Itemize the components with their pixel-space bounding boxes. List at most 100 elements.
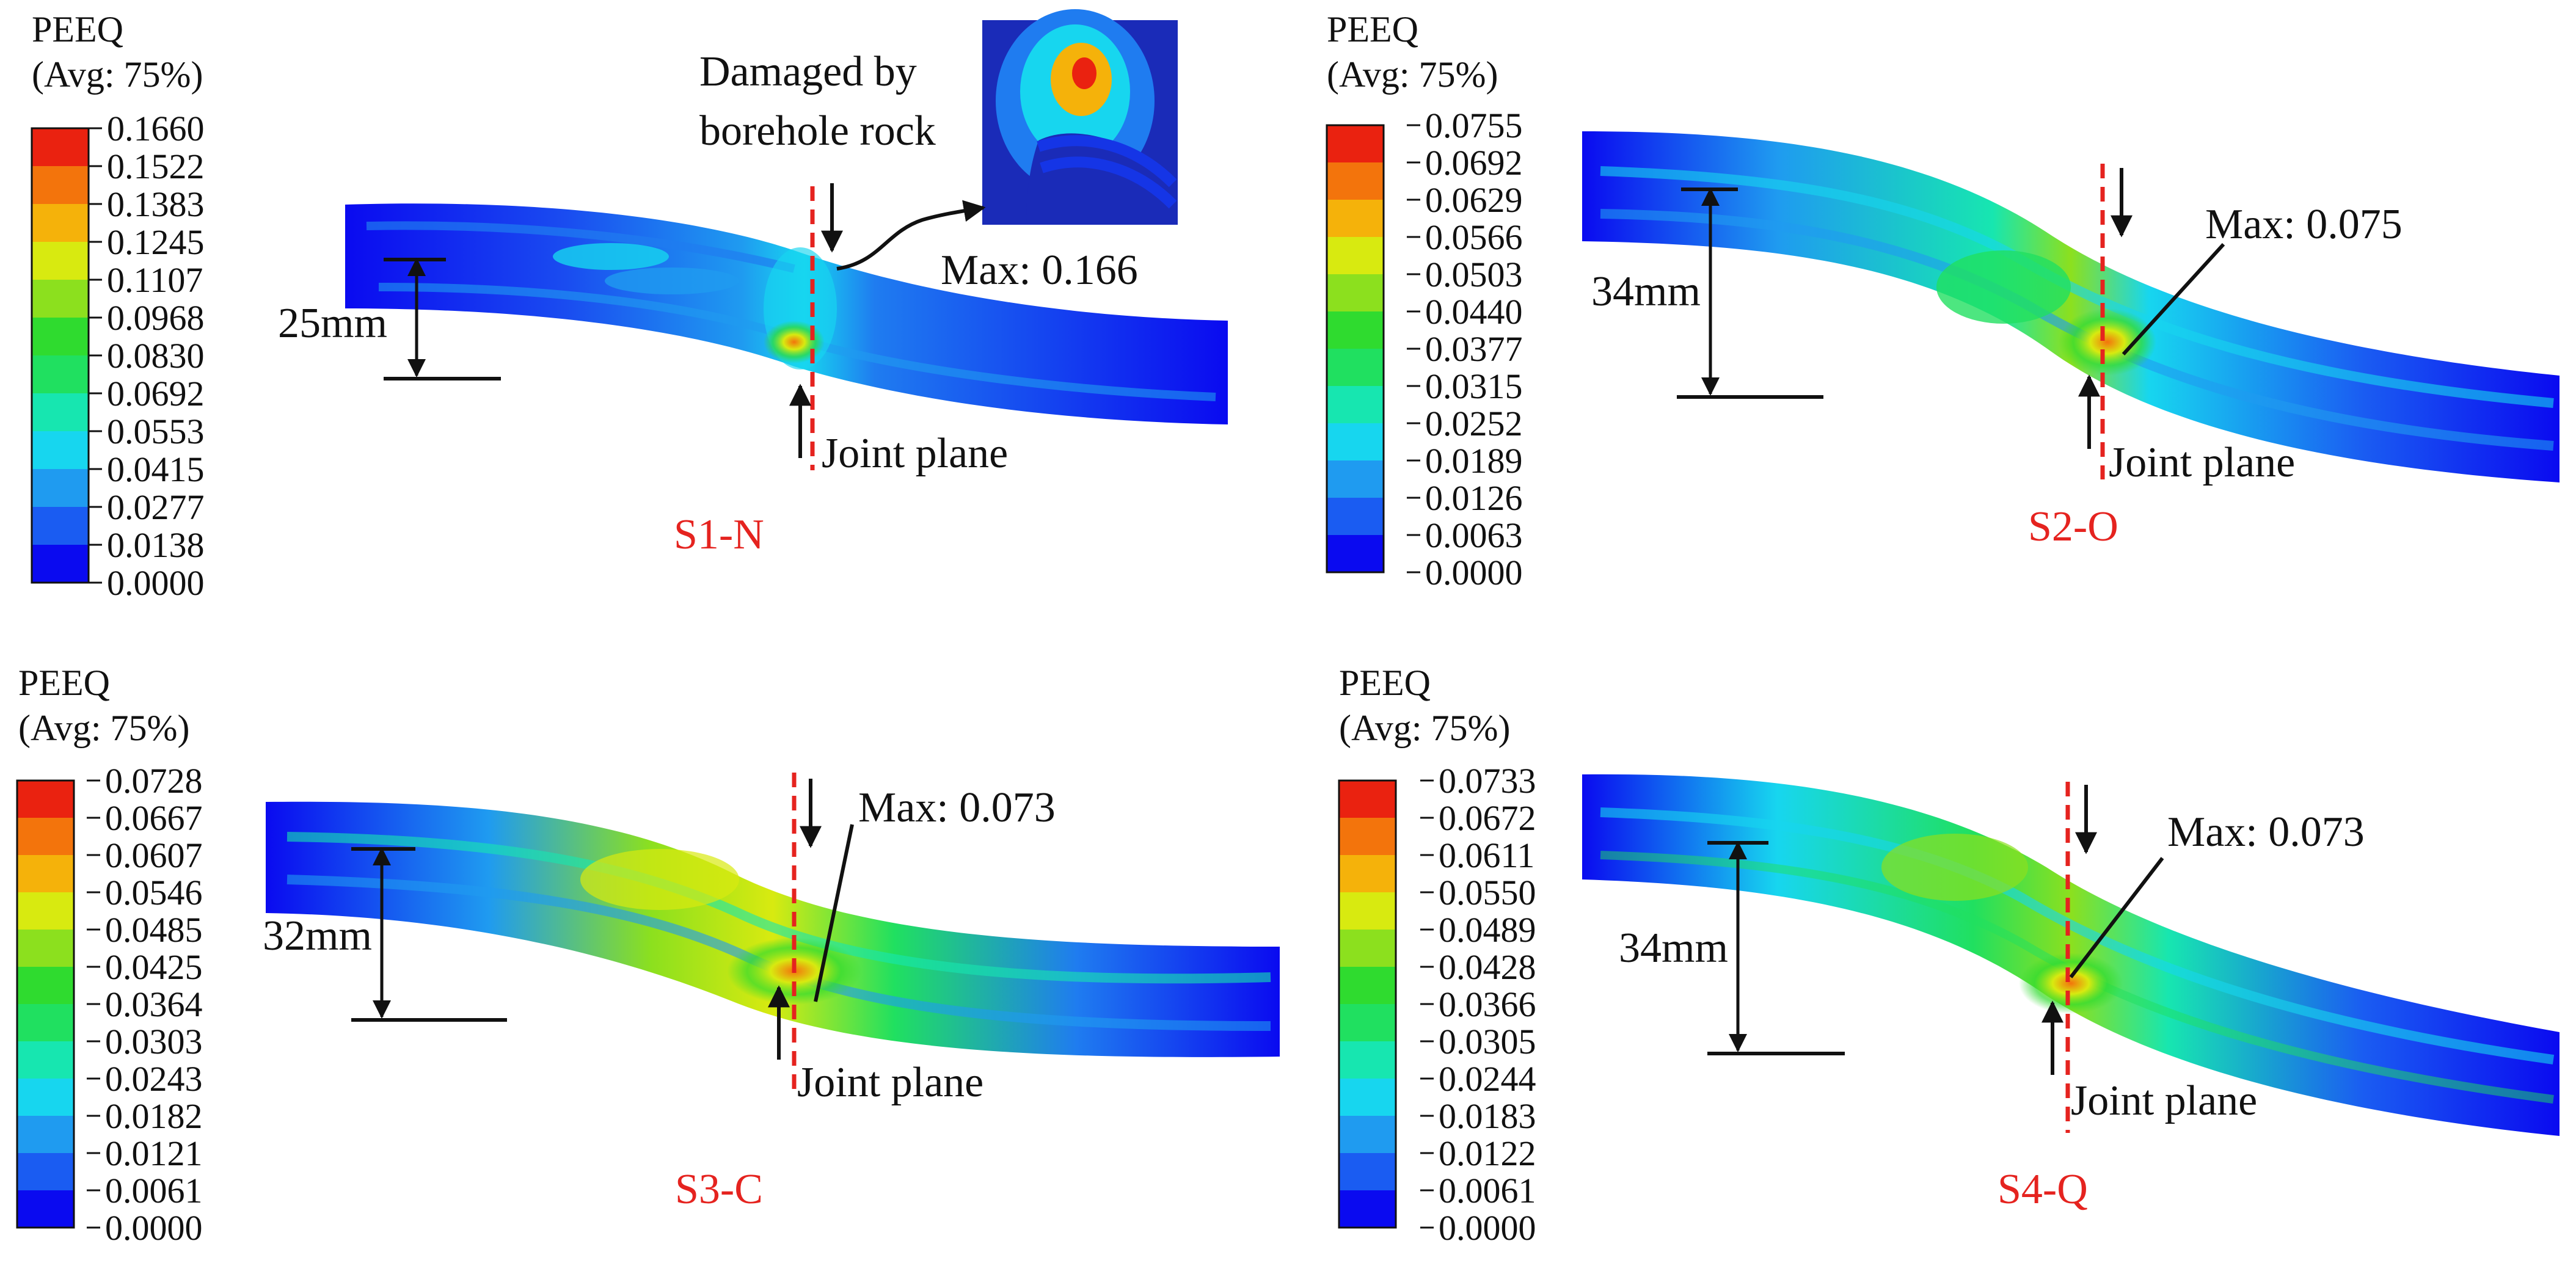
legend-subtitle: (Avg: 75%) (32, 54, 203, 95)
legend-swatch (32, 318, 89, 355)
legend-tick-label: 0.0366 (1439, 985, 1536, 1024)
displacement-label: 25mm (278, 300, 387, 347)
legend-tick-label: 0.0968 (107, 298, 205, 338)
legend-swatch (1339, 1116, 1396, 1153)
legend-swatch (1327, 162, 1384, 200)
legend-swatch (17, 1116, 74, 1153)
panel-s1-n: PEEQ (Avg: 75%) 0.16600.15220.13830.1245… (31, 9, 1228, 603)
legend-tick-label: 0.0415 (107, 450, 205, 489)
displacement-label: 34mm (1619, 925, 1728, 972)
legend-color-bar (1326, 124, 1385, 573)
legend-swatch (17, 781, 74, 818)
legend-tick-labels: 0.07280.06670.06070.05460.04850.04250.03… (87, 761, 203, 1248)
legend-tick-label: 0.0063 (1425, 515, 1523, 555)
bolt-body (345, 203, 1228, 424)
legend-tick-label: 0.0728 (105, 761, 203, 801)
legend-tick-label: 0.0126 (1425, 478, 1523, 518)
legend-swatch (17, 1004, 74, 1041)
legend-tick-label: 0.0550 (1439, 873, 1536, 912)
legend-color-bar (31, 127, 90, 584)
legend-swatch (32, 355, 89, 393)
legend-swatch (1339, 892, 1396, 930)
legend-swatch (1327, 274, 1384, 311)
legend-tick-labels: 0.07550.06920.06290.05660.05030.04400.03… (1407, 106, 1523, 592)
panel-label: S2-O (2028, 503, 2118, 550)
legend-color-bar (16, 779, 75, 1229)
legend-swatch (32, 393, 89, 431)
legend-tick-label: 0.0000 (1439, 1208, 1536, 1248)
legend-swatch (17, 1190, 74, 1228)
legend-tick-label: 0.0755 (1425, 106, 1523, 145)
damage-note-line1: Damaged by (699, 48, 917, 95)
legend-tick-label: 0.0189 (1425, 441, 1523, 481)
legend-tick-label: 0.0183 (1439, 1096, 1536, 1136)
legend-swatch (1327, 498, 1384, 535)
legend-swatch (32, 242, 89, 280)
panel-s4-q: PEEQ (Avg: 75%) 0.07330.06720.06110.0550… (1338, 663, 2560, 1248)
legend-color-bar (1338, 779, 1397, 1229)
legend-subtitle: (Avg: 75%) (1327, 54, 1498, 95)
max-value-label: Max: 0.166 (941, 247, 1138, 294)
legend-tick-label: 0.1522 (107, 147, 205, 186)
max-callout-line (2069, 857, 2164, 978)
bolt-body (1582, 774, 2560, 1136)
legend-tick-label: 0.0692 (1425, 143, 1523, 183)
legend-tick-label: 0.0252 (1425, 404, 1523, 443)
legend-swatch (1339, 967, 1396, 1004)
legend-tick-label: 0.1660 (107, 109, 205, 148)
legend-swatch (1327, 200, 1384, 237)
legend-swatch (32, 204, 89, 242)
legend-swatch (1339, 1004, 1396, 1041)
legend-swatch (32, 280, 89, 318)
damage-note-line2: borehole rock (699, 107, 936, 155)
legend-swatch (1339, 818, 1396, 855)
legend-tick-label: 0.0607 (105, 835, 203, 875)
legend-tick-label: 0.0503 (1425, 255, 1523, 294)
legend-swatch (1339, 855, 1396, 892)
max-callout-line (2122, 242, 2225, 356)
legend-swatch (32, 469, 89, 507)
legend-swatch (17, 818, 74, 855)
legend-border (1326, 124, 1385, 573)
displacement-label: 34mm (1591, 268, 1701, 315)
inset-damage-zoom (982, 9, 1178, 225)
legend-tick-label: 0.0000 (1425, 553, 1523, 592)
legend-swatch (17, 892, 74, 930)
legend-swatch (32, 545, 89, 583)
legend-tick-label: 0.0377 (1425, 329, 1523, 369)
legend-tick-label: 0.0692 (107, 374, 205, 413)
max-value-label: Max: 0.073 (858, 784, 1056, 831)
legend-tick-label: 0.0830 (107, 336, 205, 376)
legend-tick-label: 0.0733 (1439, 761, 1536, 801)
legend-tick-label: 0.0440 (1425, 292, 1523, 332)
legend-swatch (1339, 1041, 1396, 1079)
legend-tick-label: 0.0000 (105, 1208, 203, 1248)
legend-swatch (1339, 1190, 1396, 1228)
joint-plane-label: Joint plane (2071, 1077, 2257, 1124)
legend-tick-label: 0.0121 (105, 1134, 203, 1173)
legend-tick-label: 0.0629 (1425, 180, 1523, 220)
legend-swatch (32, 431, 89, 469)
joint-plane-label: Joint plane (822, 430, 1008, 477)
panel-label: S1-N (674, 511, 764, 558)
displacement-label: 32mm (263, 912, 372, 959)
legend-tick-label: 0.0364 (105, 985, 203, 1024)
damage-callout-arrow (836, 200, 986, 271)
legend-title: PEEQ (18, 663, 110, 703)
legend-swatch (17, 1041, 74, 1079)
legend-tick-label: 0.0277 (107, 487, 205, 527)
legend-swatch (1339, 1079, 1396, 1116)
legend-subtitle: (Avg: 75%) (18, 708, 190, 748)
legend-swatch (1339, 930, 1396, 967)
legend-tick-label: 0.0061 (105, 1171, 203, 1210)
legend-tick-label: 0.0485 (105, 910, 203, 950)
legend-tick-label: 0.0303 (105, 1022, 203, 1061)
legend-title: PEEQ (1339, 663, 1431, 703)
legend-swatch (17, 855, 74, 892)
legend-swatch (1327, 125, 1384, 162)
legend-swatch (17, 967, 74, 1004)
max-callout-line (814, 824, 854, 1002)
legend-tick-label: 0.0182 (105, 1096, 203, 1136)
legend-swatch (17, 930, 74, 967)
legend-tick-label: 0.0244 (1439, 1059, 1536, 1099)
